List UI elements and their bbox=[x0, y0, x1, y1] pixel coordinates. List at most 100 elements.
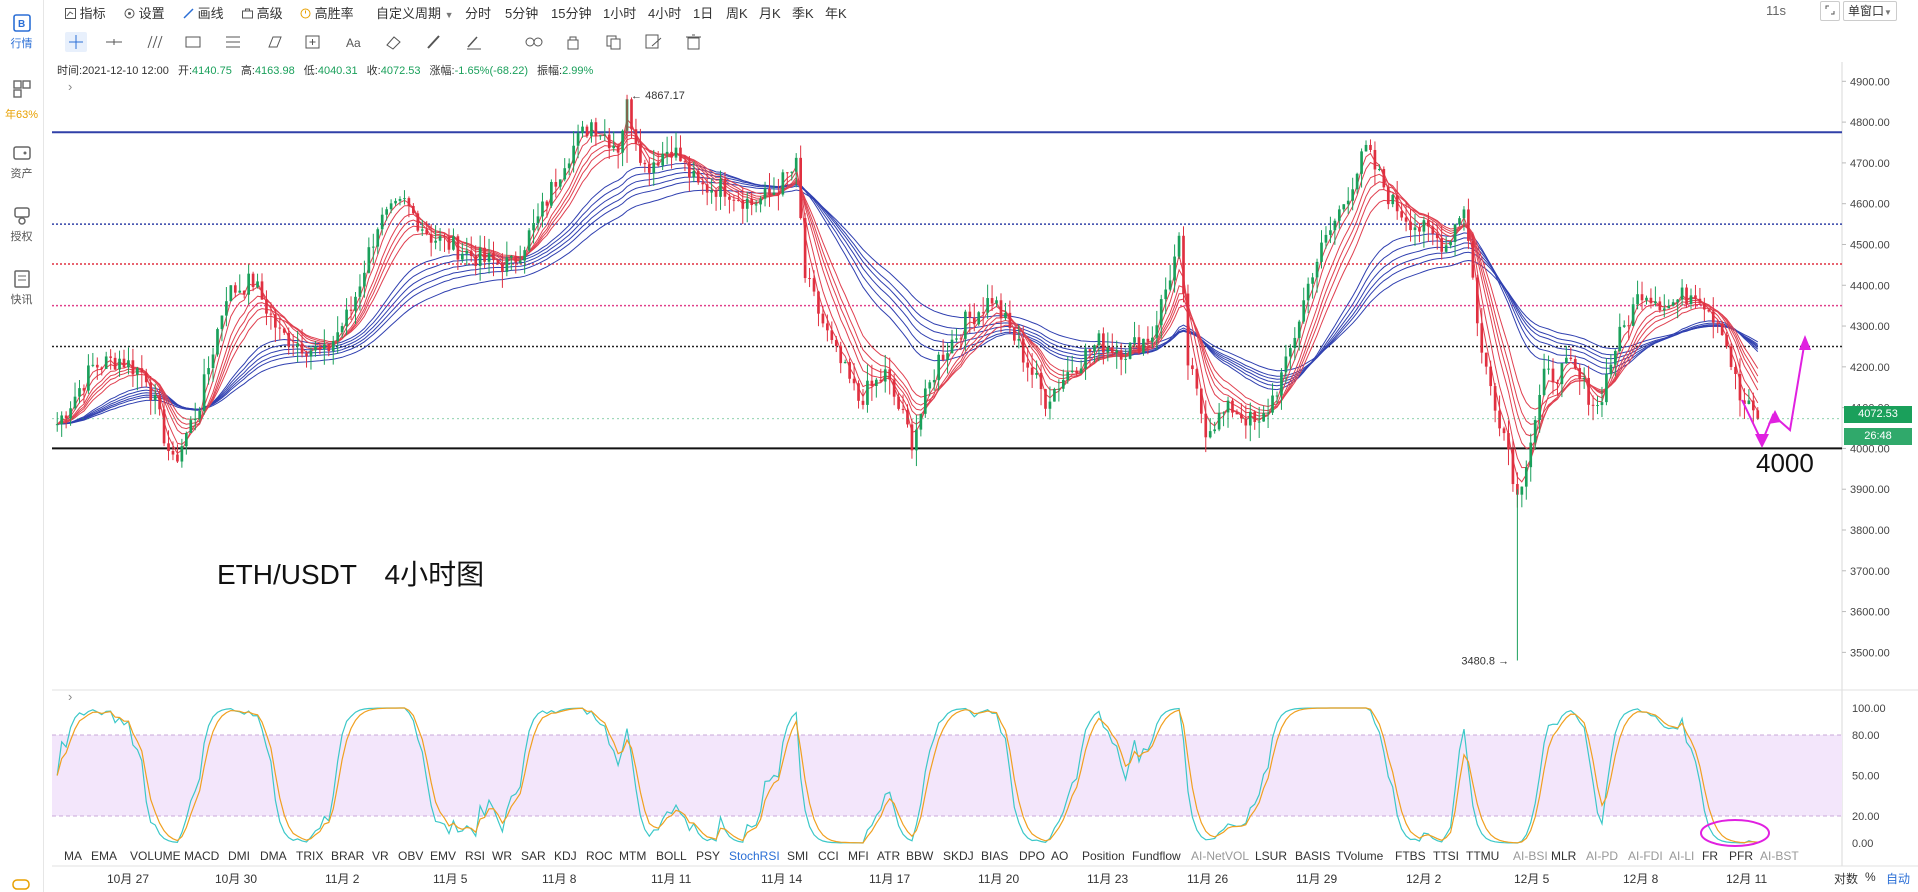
indicator-dpo[interactable]: DPO bbox=[1019, 849, 1046, 863]
period-tab[interactable]: 周K bbox=[726, 6, 748, 21]
period-tab[interactable]: 分时 bbox=[465, 6, 492, 21]
indicator-ao[interactable]: AO bbox=[1051, 849, 1069, 863]
indicator-atr[interactable]: ATR bbox=[877, 849, 901, 863]
chat-icon[interactable] bbox=[12, 878, 30, 890]
brush-tool[interactable] bbox=[423, 32, 445, 52]
indicator-tvolume[interactable]: TVolume bbox=[1336, 849, 1384, 863]
indicator-brar[interactable]: BRAR bbox=[331, 849, 365, 863]
indicator-ai-bsi[interactable]: AI-BSI bbox=[1513, 849, 1548, 863]
indicator-mfi[interactable]: MFI bbox=[848, 849, 869, 863]
indicator-ma[interactable]: MA bbox=[64, 849, 82, 863]
indicator-mtm[interactable]: MTM bbox=[619, 849, 647, 863]
candle-body bbox=[434, 240, 437, 243]
highlighter-tool[interactable] bbox=[463, 32, 485, 52]
fib-tool[interactable] bbox=[223, 32, 245, 52]
indicator-dmi[interactable]: DMI bbox=[228, 849, 250, 863]
log-scale-button[interactable]: 对数 bbox=[1834, 872, 1859, 886]
indicator-mlr[interactable]: MLR bbox=[1551, 849, 1577, 863]
period-tab[interactable]: 4小时 bbox=[648, 6, 682, 21]
expand-indicators-icon[interactable]: › bbox=[68, 79, 73, 94]
period-tab[interactable]: 月K bbox=[759, 6, 781, 21]
indicator-ai-pd[interactable]: AI-PD bbox=[1586, 849, 1619, 863]
magnet-tool[interactable] bbox=[523, 32, 545, 52]
candle-body bbox=[1605, 374, 1608, 403]
indicator-ai-netvol[interactable]: AI-NetVOL bbox=[1191, 849, 1250, 863]
indicator-ai-fdi[interactable]: AI-FDI bbox=[1628, 849, 1663, 863]
indicator-sar[interactable]: SAR bbox=[521, 849, 546, 863]
period-tab[interactable]: 季K bbox=[792, 6, 814, 21]
text-tool[interactable]: Aa bbox=[343, 32, 365, 52]
indicator-cci[interactable]: CCI bbox=[818, 849, 839, 863]
auto-scale-button[interactable]: 自动 bbox=[1886, 872, 1911, 886]
hide-drawings-tool[interactable] bbox=[383, 32, 405, 52]
indicator-dma[interactable]: DMA bbox=[260, 849, 287, 863]
winrate-button[interactable]: 高胜率 bbox=[300, 3, 354, 22]
lock-tool[interactable] bbox=[563, 32, 585, 52]
indicator-roc[interactable]: ROC bbox=[586, 849, 613, 863]
indicator-vr[interactable]: VR bbox=[372, 849, 389, 863]
indicator-ftbs[interactable]: FTBS bbox=[1395, 849, 1426, 863]
candle-body bbox=[1738, 374, 1742, 401]
advanced-button[interactable]: 高级 bbox=[242, 3, 283, 22]
rectangle-tool[interactable] bbox=[183, 32, 205, 52]
indicator-button[interactable]: 指标 bbox=[65, 3, 106, 22]
expand-button[interactable] bbox=[1820, 1, 1840, 21]
indicator-skdj[interactable]: SKDJ bbox=[943, 849, 974, 863]
parallel-line-tool[interactable] bbox=[143, 32, 165, 52]
indicator-rsi[interactable]: RSI bbox=[465, 849, 486, 863]
measure-tool[interactable] bbox=[303, 32, 325, 52]
sidebar-item-market[interactable]: B 行情 bbox=[0, 14, 43, 51]
indicator-bbw[interactable]: BBW bbox=[906, 849, 934, 863]
sidebar-item-news[interactable]: 快讯 bbox=[0, 270, 43, 307]
indicator-stochrsi[interactable]: StochRSI bbox=[729, 849, 780, 863]
indicator-ema[interactable]: EMA bbox=[91, 849, 118, 863]
sidebar-item-annual[interactable] bbox=[0, 80, 43, 101]
period-tab[interactable]: 年K bbox=[825, 6, 847, 21]
indicator-position[interactable]: Position bbox=[1082, 849, 1125, 863]
period-tab[interactable]: 1日 bbox=[693, 6, 714, 21]
indicator-wr[interactable]: WR bbox=[492, 849, 512, 863]
copy-tool[interactable] bbox=[603, 32, 625, 52]
indicator-volume[interactable]: VOLUME bbox=[130, 849, 181, 863]
candle-body bbox=[1698, 298, 1702, 304]
indicator-kdj[interactable]: KDJ bbox=[554, 849, 577, 863]
period-tab[interactable]: 1小时 bbox=[603, 6, 637, 21]
candle-body bbox=[607, 134, 611, 149]
candle-body bbox=[679, 147, 682, 162]
indicator-macd[interactable]: MACD bbox=[184, 849, 220, 863]
delete-tool[interactable] bbox=[683, 32, 705, 52]
candle-body bbox=[1280, 372, 1283, 396]
window-mode-dropdown[interactable]: 单窗口▼ bbox=[1843, 1, 1897, 21]
sidebar-item-assets[interactable]: 资产 bbox=[0, 144, 43, 181]
indicator-fundflow[interactable]: Fundflow bbox=[1132, 849, 1181, 863]
indicator-ttmu[interactable]: TTMU bbox=[1466, 849, 1500, 863]
indicator-pfr[interactable]: PFR bbox=[1729, 849, 1753, 863]
indicator-ttsi[interactable]: TTSI bbox=[1433, 849, 1459, 863]
settings-button[interactable]: 设置 bbox=[124, 3, 165, 22]
period-tab[interactable]: 5分钟 bbox=[505, 6, 539, 21]
indicator-lsur[interactable]: LSUR bbox=[1255, 849, 1288, 863]
candle-body bbox=[309, 350, 313, 357]
indicator-boll[interactable]: BOLL bbox=[656, 849, 687, 863]
draw-line-button[interactable]: 画线 bbox=[183, 3, 224, 22]
indicator-obv[interactable]: OBV bbox=[398, 849, 424, 863]
period-tab[interactable]: 15分钟 bbox=[551, 6, 592, 21]
percent-scale-button[interactable]: % bbox=[1865, 870, 1876, 884]
indicator-smi[interactable]: SMI bbox=[787, 849, 809, 863]
indicator-trix[interactable]: TRIX bbox=[296, 849, 324, 863]
indicator-psy[interactable]: PSY bbox=[696, 849, 721, 863]
indicator-fr[interactable]: FR bbox=[1702, 849, 1718, 863]
parallelogram-tool[interactable] bbox=[263, 32, 285, 52]
custom-period-dropdown[interactable]: 自定义周期 ▼ bbox=[376, 6, 454, 21]
horizontal-line-tool[interactable] bbox=[103, 32, 125, 52]
crosshair-tool[interactable] bbox=[65, 32, 87, 52]
indicator-basis[interactable]: BASIS bbox=[1295, 849, 1331, 863]
edit-tool[interactable] bbox=[643, 32, 665, 52]
indicator-ai-li[interactable]: AI-LI bbox=[1669, 849, 1695, 863]
indicator-bias[interactable]: BIAS bbox=[981, 849, 1009, 863]
expand-osc-icon[interactable]: › bbox=[68, 689, 73, 704]
indicator-emv[interactable]: EMV bbox=[430, 849, 457, 863]
sidebar-item-auth[interactable]: 授权 bbox=[0, 207, 43, 244]
indicator-ai-bst[interactable]: AI-BST bbox=[1760, 849, 1799, 863]
